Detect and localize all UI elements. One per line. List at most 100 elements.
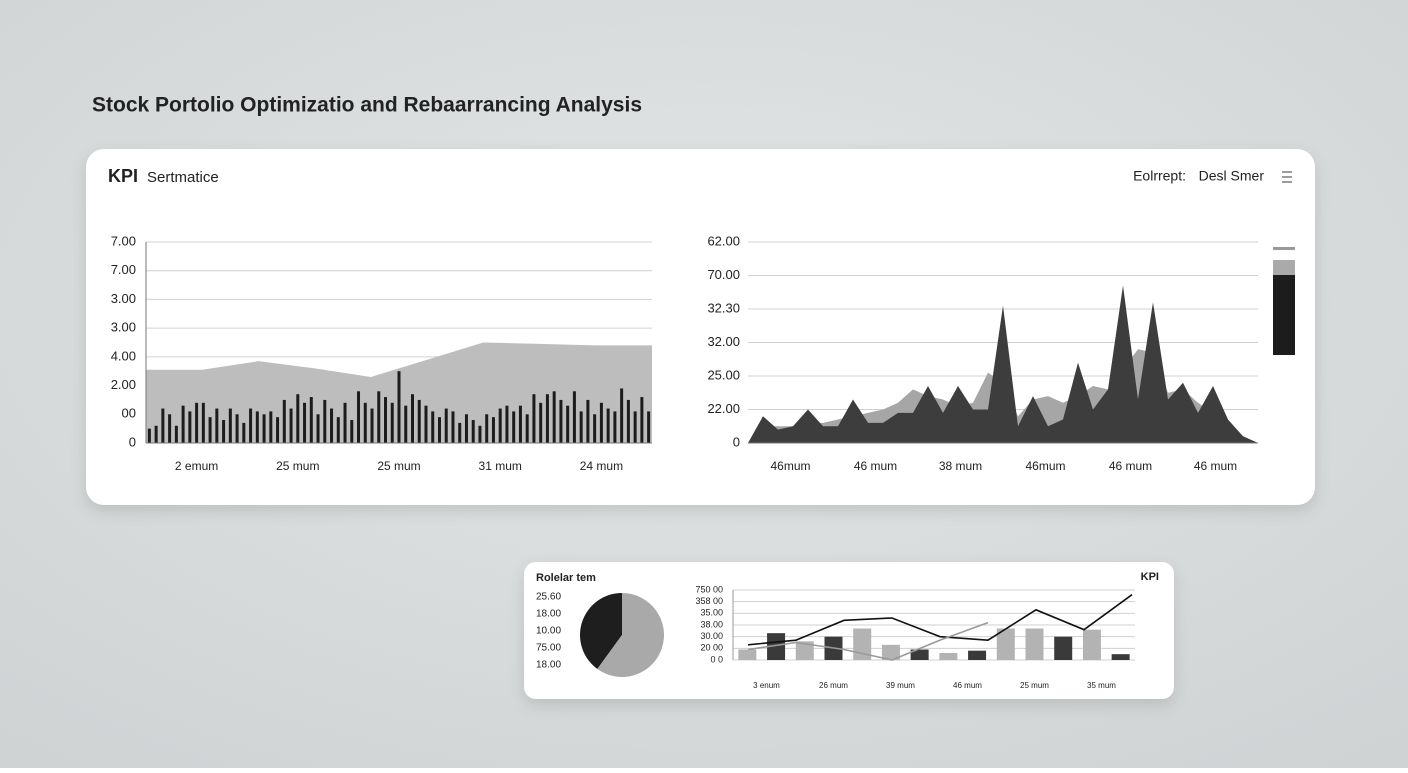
- bar: [424, 405, 428, 443]
- bar: [613, 411, 617, 443]
- x-tick-label: 46 mum: [953, 681, 982, 690]
- bar: [282, 399, 286, 443]
- bar: [316, 414, 320, 443]
- bar: [235, 414, 239, 443]
- page-title: Stock Portolio Optimizatio and Rebaarran…: [92, 94, 642, 117]
- bar: [161, 408, 165, 443]
- bar: [276, 417, 280, 443]
- bar: [505, 405, 509, 443]
- y-tick-label: 3.00: [111, 291, 136, 306]
- bar: [370, 408, 374, 443]
- menu-icon[interactable]: [1282, 171, 1292, 183]
- control-label[interactable]: Eolrrept:: [1133, 168, 1186, 184]
- x-tick-label: 25 mum: [276, 459, 319, 473]
- summary-card: [524, 562, 1174, 699]
- bar: [390, 402, 394, 443]
- bar: [579, 411, 583, 443]
- legend-swatches: [1273, 247, 1295, 355]
- x-tick-label: 38 mum: [939, 459, 982, 473]
- y-tick-label: 22.00: [707, 401, 740, 416]
- bar: [357, 391, 361, 443]
- y-tick-label: 32.00: [707, 334, 740, 349]
- pie-slice: [597, 593, 665, 678]
- bar: [1054, 636, 1073, 660]
- pie-slice: [580, 593, 622, 669]
- combo-title: KPI: [1141, 571, 1159, 583]
- bar: [640, 397, 644, 443]
- bar: [181, 405, 185, 443]
- bar: [431, 411, 435, 443]
- bar: [262, 414, 266, 443]
- bar: [208, 417, 212, 443]
- area: [748, 285, 1258, 443]
- x-tick-label: 46mum: [770, 459, 810, 473]
- bar: [626, 399, 630, 443]
- bar: [154, 425, 158, 443]
- bar: [309, 397, 313, 443]
- bar: [599, 402, 603, 443]
- bar: [1111, 654, 1130, 660]
- bar: [545, 394, 549, 443]
- bar: [572, 391, 576, 443]
- bar: [647, 411, 651, 443]
- bar: [201, 402, 205, 443]
- bar: [195, 402, 199, 443]
- bar: [168, 414, 172, 443]
- y-tick-label: 00: [122, 406, 136, 421]
- x-tick-label: 26 mum: [819, 681, 848, 690]
- bar: [410, 394, 414, 443]
- bar: [512, 411, 516, 443]
- bar: [242, 422, 246, 443]
- bar: [323, 399, 327, 443]
- y-tick-label: 2.00: [111, 377, 136, 392]
- bar: [910, 649, 929, 660]
- bar: [437, 417, 441, 443]
- bar: [343, 402, 347, 443]
- bar: [767, 633, 786, 660]
- bar: [174, 425, 178, 443]
- bar: [444, 408, 448, 443]
- y-tick-label: 32.30: [707, 300, 740, 315]
- y-tick-label: 25.00: [707, 367, 740, 382]
- y-tick-label: 62.00: [707, 233, 740, 248]
- bar: [451, 411, 455, 443]
- bar: [552, 391, 556, 443]
- x-tick-label: 35 mum: [1087, 681, 1116, 690]
- bar: [606, 408, 610, 443]
- bar: [559, 399, 563, 443]
- bar: [336, 417, 340, 443]
- bar: [350, 420, 354, 443]
- y-tick-label: 3.00: [111, 320, 136, 335]
- bar: [471, 420, 475, 443]
- bar: [996, 628, 1015, 660]
- bar: [939, 653, 958, 660]
- kpi-panel: [86, 149, 1315, 505]
- bar: [738, 649, 757, 660]
- bar: [269, 411, 273, 443]
- panel-subtitle: Sertmatice: [147, 169, 219, 186]
- bar: [147, 428, 151, 443]
- bar: [566, 405, 570, 443]
- y-tick-label: 4.00: [111, 348, 136, 363]
- x-tick-label: 46 mum: [854, 459, 897, 473]
- bar: [303, 402, 307, 443]
- y-tick-label: 750 00: [695, 584, 723, 594]
- y-tick-label: 35.00: [700, 608, 723, 618]
- bar: [458, 422, 462, 443]
- bar: [518, 405, 522, 443]
- bar: [532, 394, 536, 443]
- control-value[interactable]: Desl Smer: [1199, 168, 1265, 184]
- y-tick-label: 70.00: [707, 267, 740, 282]
- bar: [417, 399, 421, 443]
- pie-title: Rolelar tem: [536, 572, 596, 584]
- y-tick-label: 0 0: [710, 654, 723, 664]
- pie-label: 75.00: [536, 643, 561, 654]
- y-tick-label: 20 00: [700, 643, 723, 653]
- x-tick-label: 24 mum: [580, 459, 623, 473]
- bar: [330, 408, 334, 443]
- y-tick-label: 7.00: [111, 262, 136, 277]
- y-tick-label: 0: [733, 434, 740, 449]
- bar: [222, 420, 226, 443]
- bar: [498, 408, 502, 443]
